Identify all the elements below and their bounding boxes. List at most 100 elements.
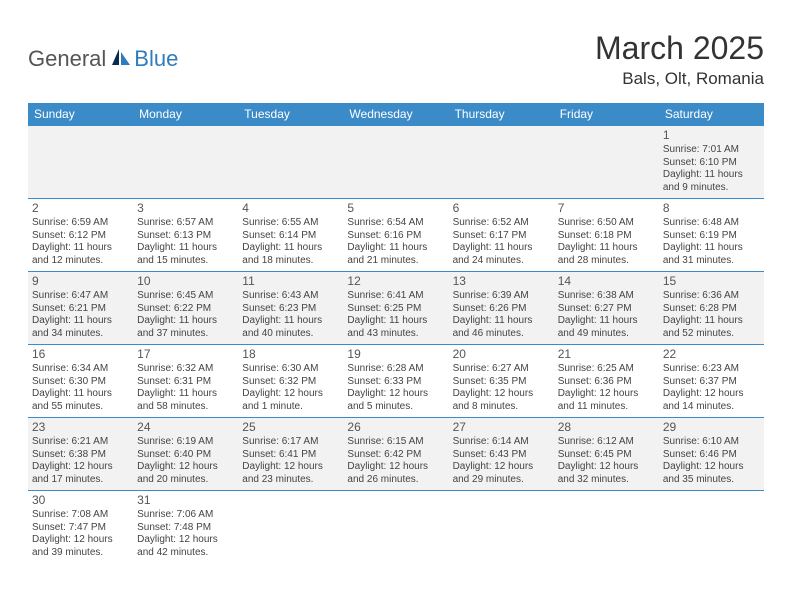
daylight-line: Daylight: 12 hours and 20 minutes. [137,461,234,486]
calendar-cell: 29Sunrise: 6:10 AMSunset: 6:46 PMDayligh… [659,418,764,491]
daylight-line: Daylight: 12 hours and 1 minute. [242,388,339,413]
sunset-line: Sunset: 6:41 PM [242,449,339,462]
sunrise-line: Sunrise: 6:28 AM [347,363,444,376]
sunrise-line: Sunrise: 7:01 AM [663,144,760,157]
sunrise-line: Sunrise: 6:27 AM [453,363,550,376]
day-number: 26 [347,420,444,435]
calendar-cell [554,491,659,564]
sunset-line: Sunset: 6:17 PM [453,230,550,243]
calendar-cell [133,126,238,199]
sunset-line: Sunset: 6:27 PM [558,303,655,316]
daylight-line: Daylight: 11 hours and 34 minutes. [32,315,129,340]
calendar-cell: 23Sunrise: 6:21 AMSunset: 6:38 PMDayligh… [28,418,133,491]
day-number: 29 [663,420,760,435]
calendar-cell [659,491,764,564]
weekday-header: Friday [554,103,659,126]
sunrise-line: Sunrise: 6:47 AM [32,290,129,303]
sunrise-line: Sunrise: 6:55 AM [242,217,339,230]
day-number: 20 [453,347,550,362]
sunrise-line: Sunrise: 6:50 AM [558,217,655,230]
sunrise-line: Sunrise: 6:14 AM [453,436,550,449]
sunset-line: Sunset: 6:23 PM [242,303,339,316]
calendar-cell: 3Sunrise: 6:57 AMSunset: 6:13 PMDaylight… [133,199,238,272]
sunset-line: Sunset: 6:26 PM [453,303,550,316]
daylight-line: Daylight: 11 hours and 12 minutes. [32,242,129,267]
daylight-line: Daylight: 12 hours and 26 minutes. [347,461,444,486]
daylight-line: Daylight: 12 hours and 42 minutes. [137,534,234,559]
sunset-line: Sunset: 6:30 PM [32,376,129,389]
title-block: March 2025 Bals, Olt, Romania [595,30,764,89]
sunset-line: Sunset: 6:21 PM [32,303,129,316]
daylight-line: Daylight: 12 hours and 32 minutes. [558,461,655,486]
calendar-cell: 4Sunrise: 6:55 AMSunset: 6:14 PMDaylight… [238,199,343,272]
sunset-line: Sunset: 6:38 PM [32,449,129,462]
day-number: 12 [347,274,444,289]
day-number: 17 [137,347,234,362]
daylight-line: Daylight: 11 hours and 40 minutes. [242,315,339,340]
daylight-line: Daylight: 12 hours and 23 minutes. [242,461,339,486]
sunrise-line: Sunrise: 6:52 AM [453,217,550,230]
calendar-cell: 12Sunrise: 6:41 AMSunset: 6:25 PMDayligh… [343,272,448,345]
day-number: 21 [558,347,655,362]
day-number: 24 [137,420,234,435]
day-number: 23 [32,420,129,435]
sunrise-line: Sunrise: 6:17 AM [242,436,339,449]
calendar-cell: 2Sunrise: 6:59 AMSunset: 6:12 PMDaylight… [28,199,133,272]
day-number: 9 [32,274,129,289]
logo: General Blue [28,30,178,72]
sail-icon [110,47,132,72]
calendar-cell: 10Sunrise: 6:45 AMSunset: 6:22 PMDayligh… [133,272,238,345]
day-number: 25 [242,420,339,435]
daylight-line: Daylight: 11 hours and 24 minutes. [453,242,550,267]
sunset-line: Sunset: 6:35 PM [453,376,550,389]
sunset-line: Sunset: 6:31 PM [137,376,234,389]
daylight-line: Daylight: 11 hours and 9 minutes. [663,169,760,194]
calendar-cell: 9Sunrise: 6:47 AMSunset: 6:21 PMDaylight… [28,272,133,345]
calendar-cell: 11Sunrise: 6:43 AMSunset: 6:23 PMDayligh… [238,272,343,345]
calendar-cell: 28Sunrise: 6:12 AMSunset: 6:45 PMDayligh… [554,418,659,491]
daylight-line: Daylight: 12 hours and 5 minutes. [347,388,444,413]
day-number: 2 [32,201,129,216]
sunrise-line: Sunrise: 6:19 AM [137,436,234,449]
sunset-line: Sunset: 6:14 PM [242,230,339,243]
sunrise-line: Sunrise: 6:39 AM [453,290,550,303]
calendar-cell [554,126,659,199]
day-number: 11 [242,274,339,289]
sunset-line: Sunset: 7:47 PM [32,522,129,535]
header: General Blue March 2025 Bals, Olt, Roman… [28,30,764,89]
calendar-cell: 7Sunrise: 6:50 AMSunset: 6:18 PMDaylight… [554,199,659,272]
calendar-cell [449,126,554,199]
day-number: 22 [663,347,760,362]
sunset-line: Sunset: 6:45 PM [558,449,655,462]
sunset-line: Sunset: 6:33 PM [347,376,444,389]
sunrise-line: Sunrise: 6:32 AM [137,363,234,376]
calendar-cell: 22Sunrise: 6:23 AMSunset: 6:37 PMDayligh… [659,345,764,418]
calendar-cell: 13Sunrise: 6:39 AMSunset: 6:26 PMDayligh… [449,272,554,345]
sunrise-line: Sunrise: 6:25 AM [558,363,655,376]
calendar-cell: 15Sunrise: 6:36 AMSunset: 6:28 PMDayligh… [659,272,764,345]
calendar-cell: 8Sunrise: 6:48 AMSunset: 6:19 PMDaylight… [659,199,764,272]
calendar-table: SundayMondayTuesdayWednesdayThursdayFrid… [28,103,764,563]
sunset-line: Sunset: 6:28 PM [663,303,760,316]
daylight-line: Daylight: 12 hours and 11 minutes. [558,388,655,413]
sunset-line: Sunset: 6:42 PM [347,449,444,462]
day-number: 10 [137,274,234,289]
daylight-line: Daylight: 12 hours and 29 minutes. [453,461,550,486]
daylight-line: Daylight: 11 hours and 46 minutes. [453,315,550,340]
weekday-header: Tuesday [238,103,343,126]
calendar-cell: 6Sunrise: 6:52 AMSunset: 6:17 PMDaylight… [449,199,554,272]
day-number: 4 [242,201,339,216]
sunrise-line: Sunrise: 6:36 AM [663,290,760,303]
weekday-header: Wednesday [343,103,448,126]
daylight-line: Daylight: 11 hours and 18 minutes. [242,242,339,267]
sunrise-line: Sunrise: 7:08 AM [32,509,129,522]
daylight-line: Daylight: 11 hours and 58 minutes. [137,388,234,413]
sunrise-line: Sunrise: 6:23 AM [663,363,760,376]
calendar-cell: 30Sunrise: 7:08 AMSunset: 7:47 PMDayligh… [28,491,133,564]
sunset-line: Sunset: 6:13 PM [137,230,234,243]
sunset-line: Sunset: 6:18 PM [558,230,655,243]
day-number: 15 [663,274,760,289]
month-title: March 2025 [595,30,764,67]
sunset-line: Sunset: 6:40 PM [137,449,234,462]
calendar-cell: 17Sunrise: 6:32 AMSunset: 6:31 PMDayligh… [133,345,238,418]
